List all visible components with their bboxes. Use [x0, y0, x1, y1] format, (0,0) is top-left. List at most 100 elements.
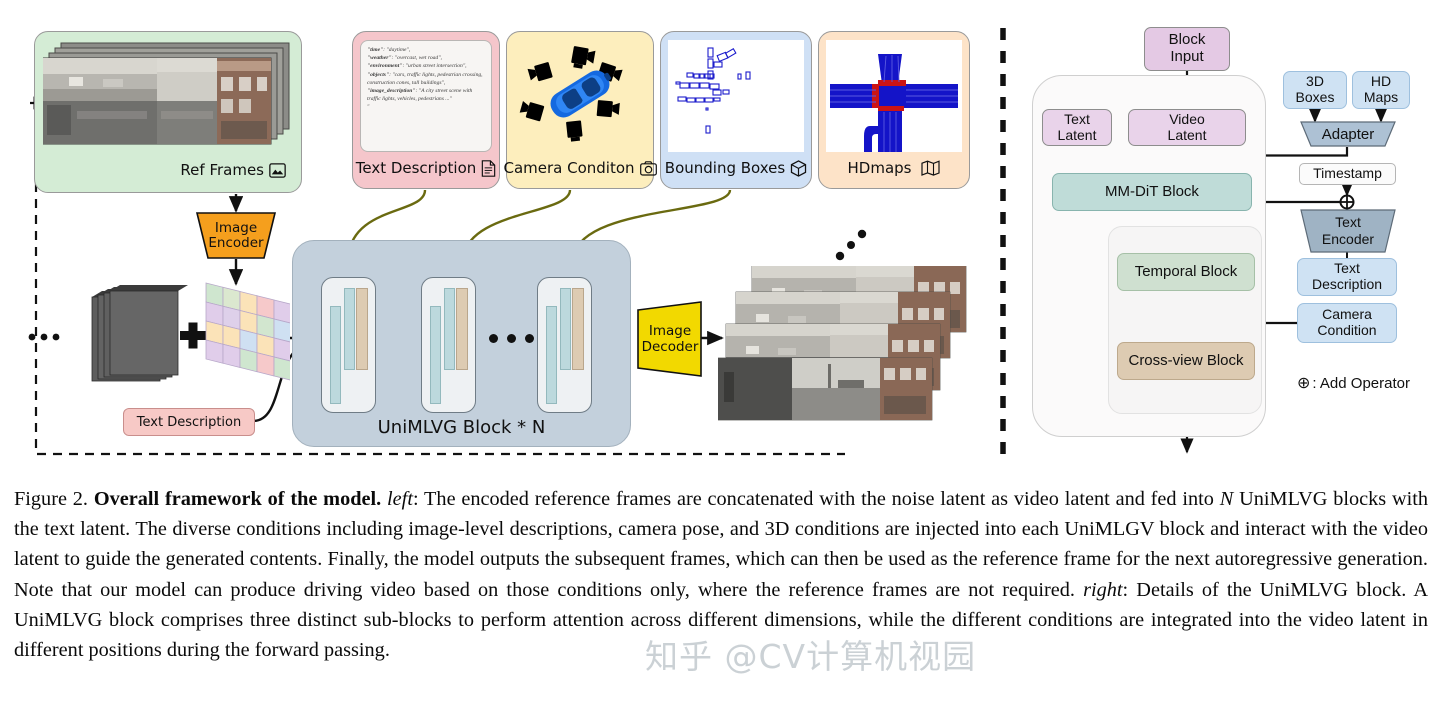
bounding-boxes-art [675, 47, 751, 134]
cross-view-block-label: Cross-view Block [1128, 351, 1244, 369]
bounding-boxes-label: Bounding Boxes [664, 159, 786, 177]
document-icon [482, 159, 496, 177]
add-operator-legend: ⊕ : Add Operator [1297, 373, 1410, 393]
json-line: "objects": "cars, traffic lights, pedest… [367, 71, 483, 86]
block-input-node: Block Input [1144, 27, 1230, 71]
json-line: "time": "daytime", [367, 47, 411, 53]
text-description-card: "time": "daytime", "weather": "overcast,… [352, 31, 500, 189]
bounding-boxes-plot [668, 40, 804, 152]
bounding-boxes-card: Bounding Boxes [660, 31, 812, 189]
image-decoder-label-2: Decoder [641, 339, 699, 355]
json-close: " [367, 104, 370, 111]
ref-frames-thumbnail-stack [43, 41, 293, 153]
json-line: "weather": "overcast, wet road", [367, 55, 442, 62]
video-latent-node: Video Latent [1128, 109, 1246, 146]
subblock-bar-long [546, 306, 557, 404]
caption-left-keyword: left [387, 488, 413, 510]
text-description-tag-label: Text Description [136, 414, 242, 430]
text-latent-label-2: Latent [1057, 126, 1097, 143]
output-ellipsis-dots [835, 229, 867, 261]
figure-caption: Figure 2. Overall framework of the model… [14, 484, 1428, 665]
cube-icon [791, 159, 807, 177]
caption-n-symbol: N [1219, 488, 1234, 510]
caption-part-1: : The encoded reference frames are conca… [412, 488, 1220, 510]
camera-rig-illustration [514, 40, 646, 152]
block-input-label-2: Input [1170, 48, 1204, 65]
camera-icon [639, 160, 657, 176]
add-operator-symbol: ⊕ [1297, 375, 1311, 392]
text-description-node: Text Description [1297, 258, 1397, 296]
hd-maps-label-1: HD [1370, 73, 1392, 90]
subblock-bar-mid [444, 288, 455, 370]
unimlvg-block-label: UniMLVG Block * N [377, 417, 546, 438]
hdmap-art [830, 54, 958, 152]
hdmap-plot [826, 40, 962, 152]
subblock-bar-tan [456, 288, 468, 370]
cross-view-block-node: Cross-view Block [1117, 342, 1255, 380]
figure-number: Figure 2. [14, 488, 88, 510]
adapter-shape [1300, 121, 1396, 147]
json-line: "environment": "urban street intersectio… [367, 63, 467, 70]
text-latent-label-1: Text [1064, 110, 1090, 127]
ref-frames-art [43, 42, 290, 145]
text-description-node-label-2: Description [1311, 276, 1383, 292]
boxes-3d-label-2: Boxes [1295, 89, 1335, 105]
adapter-node: Adapter [1300, 121, 1396, 147]
temporal-block-node: Temporal Block [1117, 253, 1255, 291]
hdmaps-card: HDmaps [818, 31, 970, 189]
caption-part-3: : Details of the UniMLVG block. A UniMLV… [14, 578, 1428, 662]
camera-rig-art [519, 46, 623, 142]
image-encoder-node: Image Encoder [191, 212, 281, 259]
temporal-block-label: Temporal Block [1134, 262, 1238, 280]
map-icon [921, 160, 941, 176]
text-latent-node: Text Latent [1042, 109, 1112, 146]
image-icon [269, 162, 286, 178]
subblock-bar-long [330, 306, 341, 404]
adapter-label: Adapter [1321, 125, 1375, 143]
caption-right-keyword: right [1083, 578, 1123, 601]
add-operator-text: : Add Operator [1312, 374, 1410, 392]
text-description-label: Text Description [355, 159, 477, 177]
timestamp-label: Timestamp [1313, 165, 1382, 182]
mm-dit-block-label: MM-DiT Block [1105, 182, 1199, 200]
boxes-3d-label-1: 3D [1306, 73, 1324, 90]
text-description-tag: Text Description [123, 408, 255, 436]
text-encoder-label-2: Encoder [1321, 231, 1375, 247]
ref-frames-card: Ref Frames [34, 31, 302, 193]
camera-condition-node-label-2: Condition [1317, 322, 1377, 338]
unimlvg-block-container: UniMLVG Block * N [292, 240, 631, 447]
image-encoder-shape [195, 212, 277, 259]
camera-condition-label: Camera Conditon [503, 159, 635, 177]
subblock-bar-long [430, 306, 441, 404]
unimlvg-subblock [537, 277, 592, 413]
video-latent-label-2: Latent [1167, 126, 1207, 143]
ref-frames-label-row: Ref Frames [180, 161, 292, 179]
image-decoder-label-1: Image [648, 323, 692, 339]
camera-condition-node: Camera Condition [1297, 303, 1397, 343]
text-description-json-panel: "time": "daytime", "weather": "overcast,… [360, 40, 492, 152]
text-encoder-node: Text Encoder [1300, 209, 1396, 253]
output-ellipsis [832, 228, 872, 268]
image-decoder-shape [637, 301, 702, 377]
image-decoder-node: Image Decoder [637, 301, 703, 377]
ref-frames-label: Ref Frames [180, 161, 264, 179]
unimlvg-subblock [321, 277, 376, 413]
text-description-node-label-1: Text [1334, 260, 1360, 277]
image-encoder-label-2: Encoder [208, 234, 264, 251]
unimlvg-ellipsis [489, 334, 534, 343]
bounding-boxes-label-row: Bounding Boxes [665, 159, 807, 177]
subblock-bar-mid [344, 288, 355, 370]
camera-condition-label-row: Camera Conditon [503, 159, 657, 177]
hd-maps-node: HD Maps [1352, 71, 1410, 109]
generated-frames-stack [717, 265, 968, 452]
unimlvg-subblock [421, 277, 476, 413]
caption-part-2: UniMLVG blocks with the text latent. The… [14, 488, 1429, 601]
hd-maps-label-2: Maps [1363, 89, 1399, 105]
subblock-bar-mid [560, 288, 571, 370]
boxes-3d-node: 3D Boxes [1283, 71, 1347, 109]
frames-and-latent-art [28, 282, 292, 382]
encoded-frames-stack [20, 275, 292, 390]
generated-frames-art [717, 265, 967, 421]
block-input-label-1: Block [1168, 31, 1206, 49]
